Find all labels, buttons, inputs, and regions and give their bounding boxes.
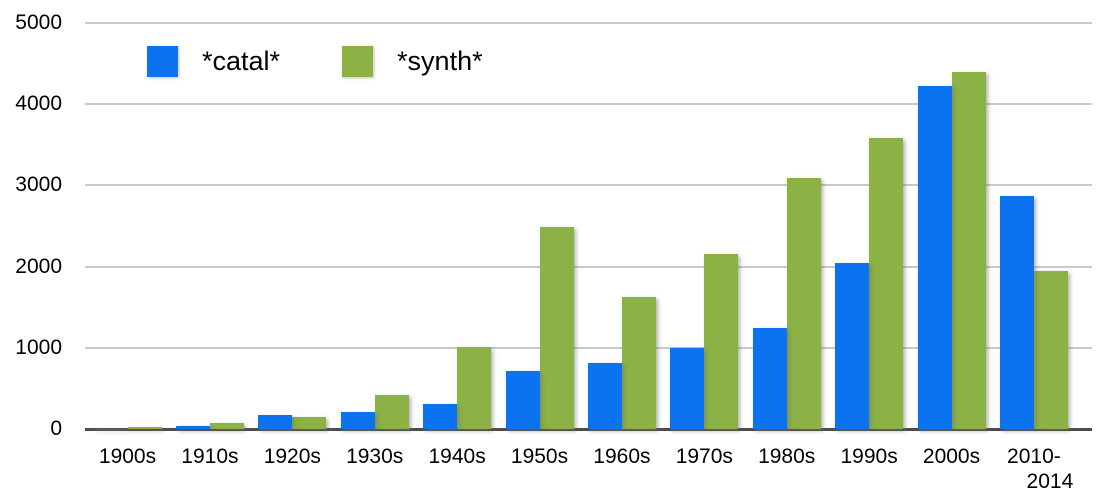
bar-synth-1940s [457, 347, 492, 429]
x-tick-label-1990s: 1990s [840, 445, 898, 468]
gridline-5000 [85, 22, 1092, 24]
legend-item-synth: *synth* [342, 46, 483, 77]
bar-catal-1950s [505, 370, 540, 429]
x-tick-label-2000s: 2000s [922, 445, 981, 468]
bar-catal-1960s [587, 363, 622, 429]
y-tick-label-2000: 2000 [15, 254, 62, 278]
bar-catal-2000s [917, 85, 952, 429]
bar-synth-1980s [786, 178, 821, 429]
bar-group-1990s [835, 23, 904, 429]
y-tick-label-1000: 1000 [15, 335, 62, 359]
bar-group-2010-2014 [999, 23, 1068, 429]
synth-legend-swatch [342, 46, 374, 77]
bar-catal-1920s [258, 415, 293, 429]
bar-catal-1980s [752, 327, 787, 429]
x-tick-label-1940s: 1940s [428, 445, 486, 468]
y-tick-label-3000: 3000 [15, 173, 62, 197]
legend: *catal* *synth* [147, 46, 483, 77]
bar-catal-1940s [423, 403, 458, 429]
bar-group-1940s [423, 23, 492, 429]
bar-synth-1960s [621, 297, 656, 429]
bar-group-1900s [93, 23, 162, 429]
bar-catal-1930s [340, 411, 375, 429]
gridline-1000 [85, 346, 1092, 349]
x-tick-label-1980s: 1980s [758, 445, 816, 468]
bar-catal-1990s [835, 262, 870, 429]
bar-catal-2010-2014 [999, 195, 1034, 429]
synth-legend-label: *synth* [397, 46, 483, 76]
x-tick-label-1960s: 1960s [593, 445, 651, 468]
x-tick-label-2010-2014: 2010- 2014 [1007, 445, 1074, 493]
gridline-3000 [85, 184, 1092, 187]
bar-group-1980s [752, 23, 821, 429]
bar-group-2000s [917, 23, 986, 429]
x-tick-label-1920s: 1920s [263, 445, 321, 468]
bar-catal-1910s [175, 426, 210, 429]
y-tick-label-5000: 5000 [15, 11, 62, 34]
bar-synth-1970s [704, 254, 739, 429]
gridline-2000 [85, 265, 1092, 268]
bar-synth-1910s [209, 422, 244, 429]
x-tick-label-1950s: 1950s [510, 445, 569, 468]
x-axis-line [85, 428, 1092, 431]
x-tick-label-1900s: 1900s [98, 445, 157, 468]
catal-legend-swatch [147, 46, 178, 77]
bar-catal-1970s [670, 347, 705, 429]
bar-synth-1900s [127, 427, 162, 429]
bar-group-1910s [175, 23, 244, 429]
bar-synth-1990s [869, 137, 904, 429]
bar-synth-1930s [374, 394, 409, 429]
gridline-4000 [85, 103, 1092, 106]
bar-group-1920s [258, 23, 327, 429]
legend-item-catal: *catal* [147, 46, 280, 77]
x-tick-label-1910s: 1910s [181, 445, 239, 468]
bar-synth-1920s [292, 416, 327, 429]
x-tick-label-1970s: 1970s [675, 445, 733, 468]
y-tick-label-4000: 4000 [15, 92, 62, 116]
bar-synth-1950s [539, 226, 574, 429]
catal-legend-label: *catal* [202, 46, 281, 76]
bar-group-1960s [587, 23, 656, 429]
bar-group-1930s [340, 23, 409, 429]
bar-synth-2010-2014 [1033, 270, 1068, 429]
y-tick-label-0: 0 [50, 417, 62, 440]
bar-group-1970s [670, 23, 739, 429]
bar-group-1950s [505, 23, 574, 429]
x-tick-label-1930s: 1930s [346, 445, 404, 468]
bar-synth-2000s [951, 71, 986, 429]
